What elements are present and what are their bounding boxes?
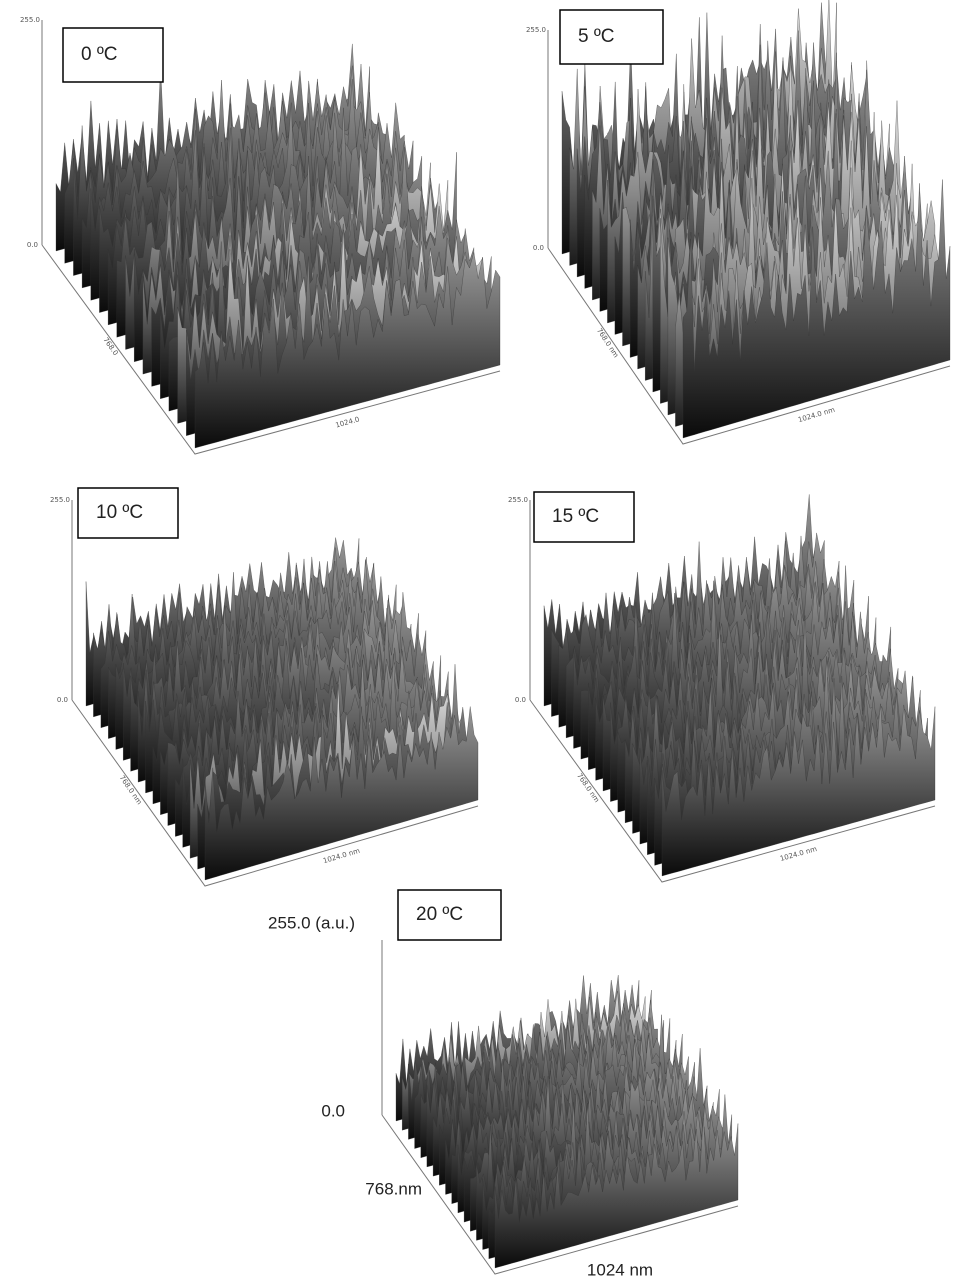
x-axis-label: 1024.0	[335, 415, 361, 429]
panel-label: 10 ºC	[96, 502, 143, 523]
z-max-label: 255.0	[508, 496, 528, 504]
panel-label: 15 ºC	[552, 506, 599, 527]
z-max-label: 255.0 (a.u.)	[268, 913, 355, 932]
z-max-label: 255.0	[50, 496, 70, 504]
z-min-label: 0.0	[533, 244, 544, 252]
panel-label: 5 ºC	[578, 26, 615, 47]
surface-panel: 20 ºC 255.0 (a.u.) 0.0 768.nm 1024 nm	[268, 890, 738, 1279]
panel-label: 0 ºC	[81, 44, 118, 65]
z-min-label: 0.0	[27, 241, 38, 249]
x-axis-label: 1024 nm	[587, 1260, 653, 1279]
z-min-label: 0.0	[515, 696, 526, 704]
figure: 0 ºC255.00.0768.01024.05 ºC255.00.0768.0…	[0, 0, 954, 1283]
z-min-label: 0.0	[321, 1101, 345, 1120]
z-max-label: 255.0	[20, 16, 40, 24]
z-min-label: 0.0	[57, 696, 68, 704]
z-max-label: 255.0	[526, 26, 546, 34]
y-axis-label: 768.nm	[365, 1179, 422, 1198]
panel-label: 20 ºC	[416, 904, 463, 925]
